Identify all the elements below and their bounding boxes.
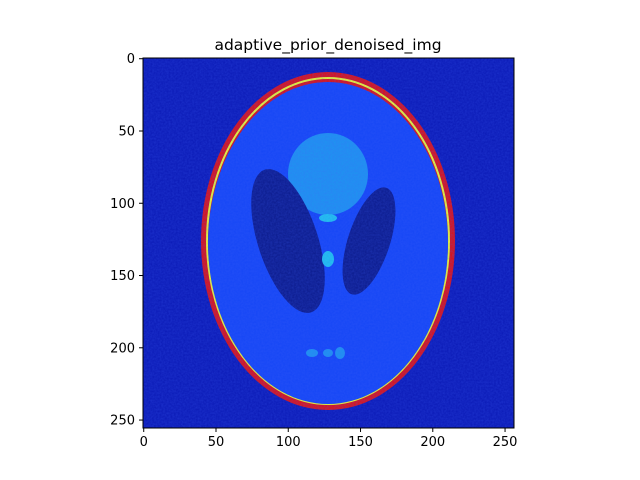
y-axis: 0 50 100 150 200 250 — [110, 52, 143, 429]
x-tick-label: 50 — [208, 435, 225, 450]
y-tick-label: 200 — [110, 341, 135, 356]
x-tick-label: 150 — [348, 435, 373, 450]
y-tick-label: 0 — [127, 52, 135, 67]
chart-title: adaptive_prior_denoised_img — [214, 36, 441, 55]
y-tick-label: 250 — [110, 414, 135, 429]
y-tick-label: 150 — [110, 269, 135, 284]
noise-overlay — [143, 58, 514, 428]
image-area — [143, 58, 514, 428]
x-tick-label: 250 — [493, 435, 518, 450]
x-tick-label: 100 — [276, 435, 301, 450]
axes-frame — [142, 57, 515, 429]
y-tick-label: 50 — [118, 124, 135, 139]
x-tick-label: 200 — [420, 435, 445, 450]
x-tick-label: 0 — [140, 435, 148, 450]
x-axis: 0 50 100 150 200 250 — [140, 428, 518, 450]
y-tick-label: 100 — [110, 197, 135, 212]
